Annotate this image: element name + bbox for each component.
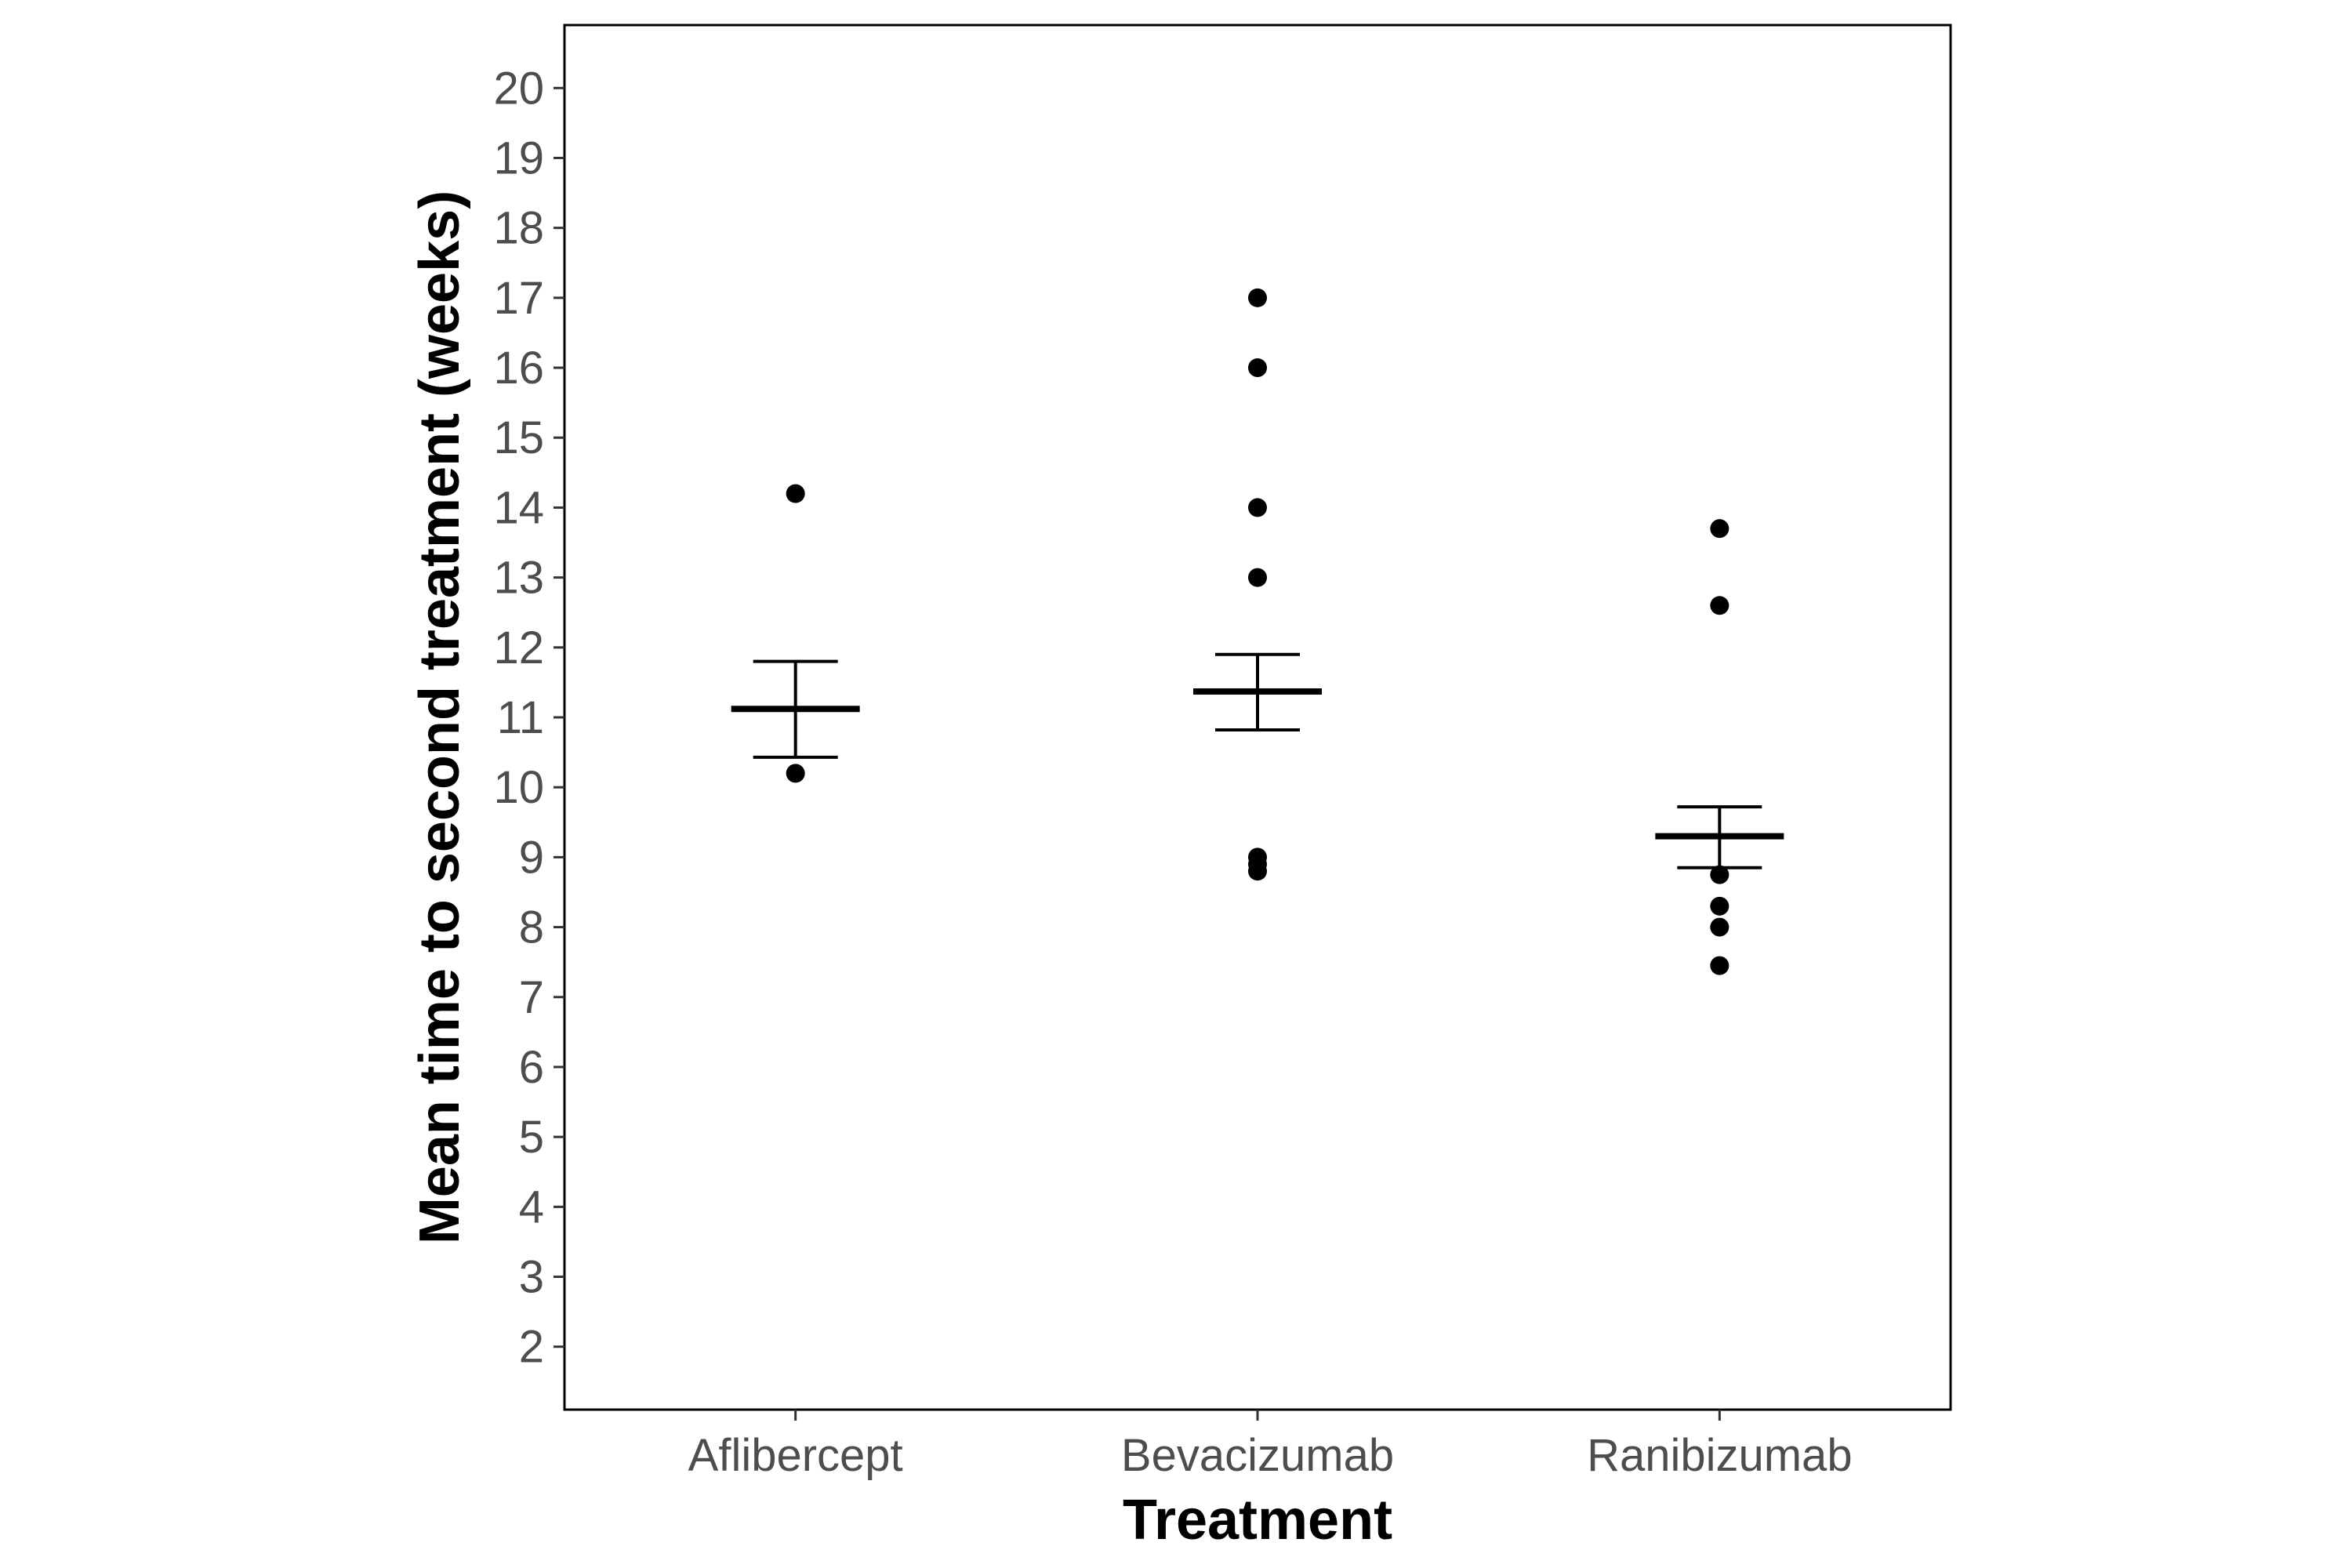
data-point [1710,519,1730,539]
y-tick-label: 15 [493,412,544,463]
y-tick-label: 7 [519,972,544,1023]
y-tick-label: 16 [493,343,544,394]
data-point [1710,596,1730,615]
data-point [786,764,805,783]
data-point [1710,956,1730,975]
x-tick-label: Ranibizumab [1587,1430,1853,1481]
y-tick-label: 11 [497,692,544,743]
data-point [786,484,805,503]
y-tick-label: 19 [493,132,544,183]
y-tick-label: 17 [493,273,544,324]
y-tick-label: 12 [493,622,544,673]
data-point [1248,358,1267,378]
data-point [1710,865,1730,884]
y-tick-label: 9 [519,832,544,883]
y-tick-label: 18 [493,203,544,254]
y-tick-label: 3 [519,1252,544,1303]
data-point [1710,917,1730,937]
summary-markers [731,652,1784,869]
y-tick-label: 4 [519,1181,544,1232]
y-axis: 2 3 4 5 6 7 8 9 10 11 12 13 14 15 16 17 18 19 20 [493,63,564,1373]
y-tick-label: 13 [493,553,544,604]
y-tick-label: 20 [493,63,544,114]
data-point [1248,568,1267,587]
data-points [786,288,1730,975]
y-axis-title: Mean time to second treatment (weeks) [408,191,471,1244]
y-tick-label: 8 [519,902,544,953]
y-tick-label: 10 [493,762,544,813]
x-tick-label: Bevacizumab [1121,1430,1394,1481]
x-axis: Aflibercept Bevacizumab Ranibizumab [688,1410,1853,1481]
data-point [1248,498,1267,517]
x-axis-title: Treatment [1123,1489,1392,1552]
data-point [1248,288,1267,307]
y-tick-label: 5 [519,1112,544,1163]
x-tick-label: Aflibercept [688,1430,903,1481]
y-tick-label: 6 [519,1042,544,1093]
y-tick-label: 2 [519,1322,544,1373]
data-point [1710,896,1730,916]
y-tick-label: 14 [493,482,544,533]
data-point [1248,862,1267,881]
